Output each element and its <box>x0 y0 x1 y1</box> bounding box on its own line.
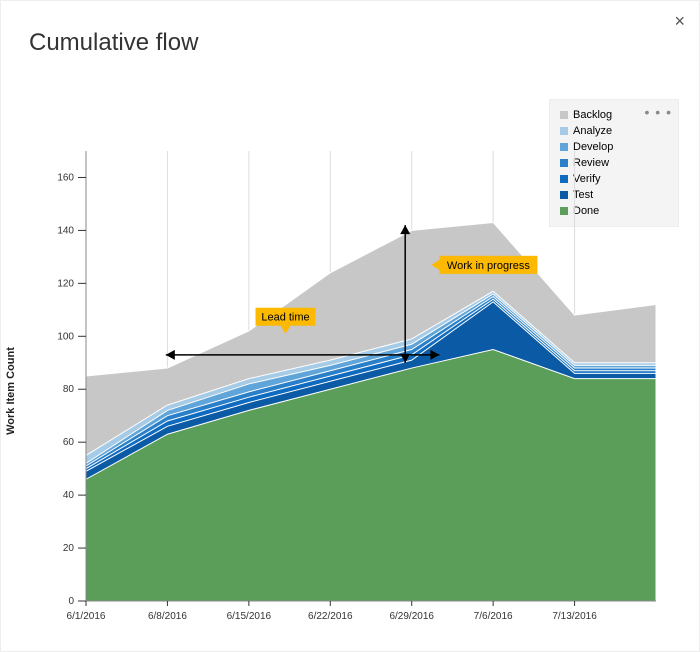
ytick-label: 20 <box>63 543 75 554</box>
ytick-label: 120 <box>57 278 74 289</box>
ytick-label: 0 <box>68 596 74 607</box>
ytick-label: 100 <box>57 331 74 342</box>
legend-swatch <box>560 127 568 135</box>
page-title: Cumulative flow <box>29 29 198 57</box>
ytick-label: 80 <box>63 384 75 395</box>
legend-label: Backlog <box>573 108 612 122</box>
ytick-label: 40 <box>63 490 75 501</box>
xtick-label: 6/29/2016 <box>389 611 434 622</box>
xtick-label: 6/15/2016 <box>227 611 272 622</box>
xtick-label: 7/13/2016 <box>552 611 597 622</box>
wip-label: Work in progress <box>447 260 530 272</box>
legend-swatch <box>560 111 568 119</box>
xtick-label: 7/6/2016 <box>474 611 513 622</box>
lead-time-label: Lead time <box>261 312 309 324</box>
ytick-label: 60 <box>63 437 75 448</box>
legend-label: Analyze <box>573 124 612 138</box>
ytick-label: 160 <box>57 172 74 183</box>
ytick-label: 140 <box>57 225 74 236</box>
xtick-label: 6/1/2016 <box>67 611 106 622</box>
cumulative-flow-chart: Work Item Count 0204060801001201401606/1… <box>41 146 671 636</box>
close-icon[interactable]: × <box>674 11 685 32</box>
xtick-label: 6/8/2016 <box>148 611 187 622</box>
legend-item-analyze: Analyze <box>560 124 668 138</box>
legend-menu-icon[interactable]: • • • <box>645 104 672 120</box>
y-axis-label: Work Item Count <box>5 347 17 435</box>
chart-svg: 0 20 40 60 80 100 120 140 160 6/1/2016 6/8/2016 6/1… <box>41 146 673 631</box>
xtick-label: 6/22/2016 <box>308 611 353 622</box>
